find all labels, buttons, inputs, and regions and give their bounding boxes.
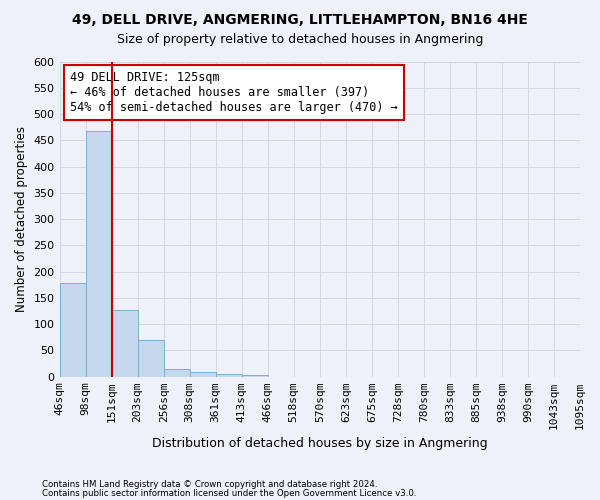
Bar xyxy=(190,372,215,376)
Text: Size of property relative to detached houses in Angmering: Size of property relative to detached ho… xyxy=(117,32,483,46)
Bar xyxy=(112,310,137,376)
Bar xyxy=(164,368,190,376)
Bar xyxy=(137,340,164,376)
Y-axis label: Number of detached properties: Number of detached properties xyxy=(15,126,28,312)
Bar xyxy=(215,374,242,376)
Bar xyxy=(242,375,268,376)
Text: 49, DELL DRIVE, ANGMERING, LITTLEHAMPTON, BN16 4HE: 49, DELL DRIVE, ANGMERING, LITTLEHAMPTON… xyxy=(72,12,528,26)
Text: Contains public sector information licensed under the Open Government Licence v3: Contains public sector information licen… xyxy=(42,489,416,498)
Text: Contains HM Land Registry data © Crown copyright and database right 2024.: Contains HM Land Registry data © Crown c… xyxy=(42,480,377,489)
Bar xyxy=(86,131,112,376)
Text: 49 DELL DRIVE: 125sqm
← 46% of detached houses are smaller (397)
54% of semi-det: 49 DELL DRIVE: 125sqm ← 46% of detached … xyxy=(70,71,398,114)
X-axis label: Distribution of detached houses by size in Angmering: Distribution of detached houses by size … xyxy=(152,437,488,450)
Bar xyxy=(59,283,86,376)
